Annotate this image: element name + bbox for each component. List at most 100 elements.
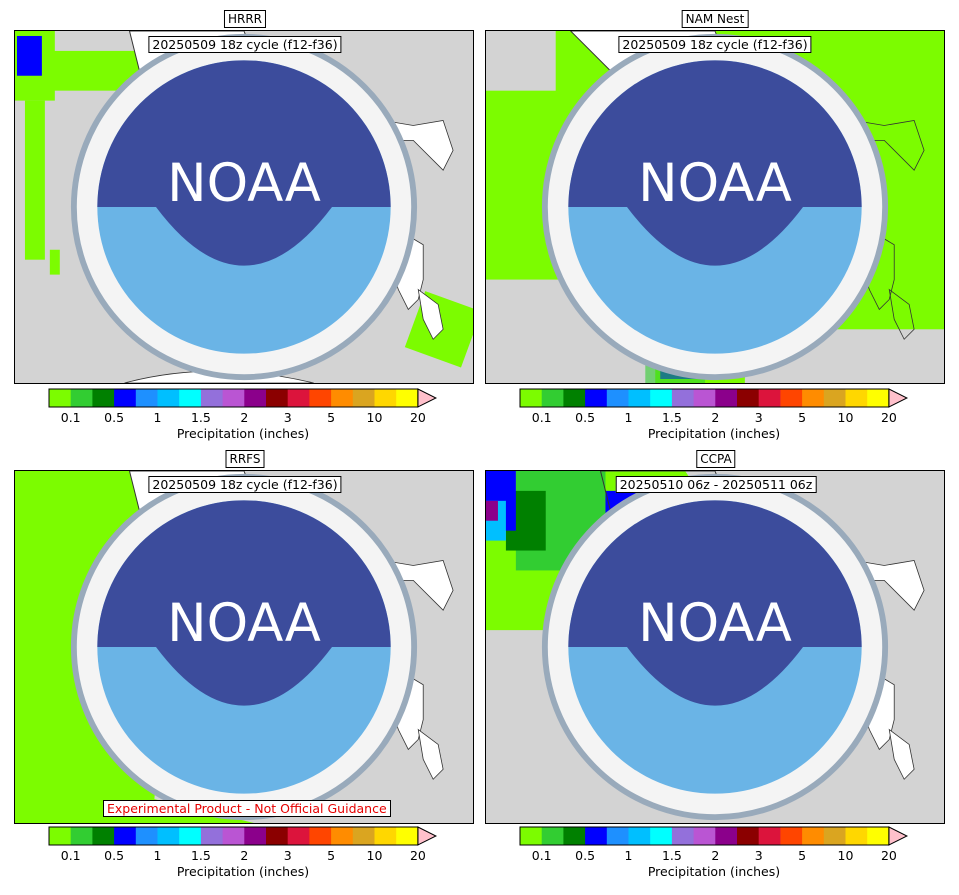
colorbar-label: Precipitation (inches) [647,426,781,441]
colorbar-segment [758,827,781,845]
model-title: HRRR [223,10,267,28]
colorbar-segment [244,827,267,845]
colorbar-segment [585,827,608,845]
colorbar-segment [563,827,586,845]
colorbar-tick-label: 1.5 [661,848,682,863]
colorbar-segment [287,389,310,407]
cycle-label: 20250509 18z cycle (f12-f36) [148,36,342,53]
colorbar-tick-label: 1.5 [661,410,682,425]
precip-map: NOAA [14,30,474,384]
colorbar-extend-arrow [417,826,438,846]
noaa-logo: NOAA [70,33,418,381]
colorbar-tick-label: 20 [880,848,897,863]
colorbar-tick-label: 10 [837,410,854,425]
colorbar-tick-label: 10 [837,848,854,863]
cycle-label: 20250509 18z cycle (f12-f36) [618,36,812,53]
colorbar-segment [157,389,180,407]
colorbar-segment [780,389,803,407]
experimental-warning: Experimental Product - Not Official Guid… [103,800,391,817]
colorbar-tick-label: 20 [409,848,426,863]
colorbar-segment [541,827,564,845]
colorbar-segment [331,827,354,845]
colorbar: 0.1 0.5 1 1.5 2 3 5 10 20 Precipitation (inches) [519,826,939,879]
colorbar-segment [374,389,397,407]
colorbar-segment [114,827,137,845]
colorbar-segment [867,827,890,845]
colorbar-outline [519,826,890,846]
colorbar-outline [48,826,419,846]
panel-rrfs: NOAA RRFS 20250509 18z cycle (f12-f36) [0,440,474,824]
colorbar-tick-label: 1 [624,848,633,863]
colorbar-tick-label: 2 [240,410,249,425]
colorbar-tick-label: 0.1 [531,410,552,425]
colorbar-tick-label: 0.5 [575,410,596,425]
colorbar-tick-label: 10 [366,410,383,425]
colorbar-segment [200,389,224,407]
colorbar-tick-label: 0.5 [575,848,596,863]
colorbar-segment [671,827,695,845]
colorbar-segment [179,389,202,407]
colorbar-tick-label: 1 [624,410,633,425]
colorbar-tick-label: 3 [283,848,292,863]
colorbar-segment [222,827,245,845]
colorbar-extend-arrow [417,388,438,408]
colorbar-extend-arrow [888,388,909,408]
colorbar-outline [48,388,419,408]
colorbar-segment [563,389,586,407]
colorbar-tick-label: 0.1 [531,848,552,863]
precip-map: NOAA [485,470,945,824]
colorbar-svg [48,388,438,408]
colorbar-tick-label: 1 [153,848,162,863]
panel-ccpa: NOAA CCPA 20250510 06z - 20250511 06z [471,440,945,824]
colorbar-segment [823,827,846,845]
colorbar-segment [823,389,846,407]
colorbar-segment [520,827,543,845]
colorbar-segment [520,389,543,407]
colorbar-outline [519,388,890,408]
colorbar-segment [737,389,760,407]
colorbar-segment [650,389,673,407]
colorbar-tick-label: 2 [711,848,720,863]
colorbar-svg [519,826,909,846]
colorbar-tick-label: 0.5 [104,848,125,863]
precip-map: NOAA [485,30,945,384]
colorbar-segment [157,827,180,845]
cycle-label: 20250509 18z cycle (f12-f36) [148,476,342,493]
colorbar-segment [671,389,695,407]
colorbar-segment [114,389,137,407]
noaa-logo: NOAA [70,473,418,821]
colorbar-segment [693,827,716,845]
logo-text: NOAA [638,593,792,654]
colorbar-tick-label: 5 [327,848,336,863]
colorbar-label: Precipitation (inches) [647,864,781,879]
colorbar-tick-label: 5 [327,410,336,425]
colorbar-tick-label: 0.1 [60,410,81,425]
colorbar-label: Precipitation (inches) [176,426,310,441]
colorbar-label: Precipitation (inches) [176,864,310,879]
colorbar-segment [802,389,825,407]
colorbar-segment [92,827,115,845]
colorbar-segment [693,389,716,407]
panel-hrrr: NOAA HRRR 20250509 18z cycle (f12-f36) [0,0,474,384]
colorbar-segment [867,389,890,407]
colorbar: 0.1 0.5 1 1.5 2 3 5 10 20 Precipitation (inches) [519,388,939,441]
colorbar-segment [715,827,738,845]
model-title: NAM Nest [681,10,749,28]
colorbar-segment [49,389,72,407]
colorbar-segment [331,389,354,407]
colorbar-segment [70,827,93,845]
colorbar-segment [628,827,651,845]
logo-text: NOAA [638,153,792,214]
colorbar-segment [222,389,245,407]
colorbar-tick-label: 5 [798,410,807,425]
colorbar-segment [92,389,115,407]
colorbar-segment [287,827,310,845]
colorbar-segment [49,827,72,845]
colorbar-tick-label: 1 [153,410,162,425]
logo-text: NOAA [167,153,321,214]
colorbar-segment [715,389,738,407]
colorbar-segment [737,827,760,845]
colorbar-segment [396,389,419,407]
colorbar-segment [758,389,781,407]
colorbar-segment [244,389,267,407]
